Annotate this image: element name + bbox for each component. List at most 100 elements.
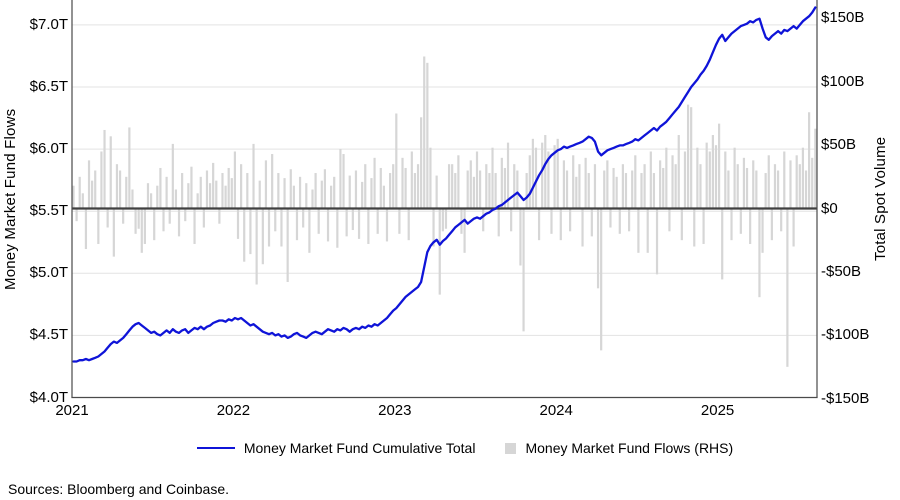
flow-bar (87, 160, 91, 209)
flow-bar (764, 173, 767, 209)
flow-bar (811, 157, 814, 209)
flow-bar (354, 170, 358, 209)
flow-bar (668, 208, 671, 232)
flow-bar (510, 208, 513, 232)
flow-bar (553, 145, 556, 209)
flow-bar (550, 208, 553, 234)
flow-bar (187, 183, 190, 209)
flow-bar (742, 157, 746, 209)
flow-bar (277, 173, 280, 209)
flow-bar (556, 138, 559, 209)
flow-bar (81, 193, 84, 209)
flow-bar (218, 208, 221, 224)
flow-bar (544, 135, 547, 209)
flow-bar (693, 208, 696, 247)
flow-bar (184, 208, 187, 222)
flow-bar (401, 157, 404, 209)
flow-bar (522, 208, 525, 332)
flow-bar (475, 151, 479, 209)
flow-bar (752, 160, 755, 209)
flow-bar (513, 164, 516, 209)
flow-bar (525, 173, 528, 209)
flow-bar (159, 167, 162, 209)
flow-bar (84, 208, 88, 250)
flow-bar (416, 164, 420, 209)
flow-bar (165, 176, 168, 209)
left-axis-tick-label: $6.5T (29, 78, 68, 95)
flow-bar (174, 189, 178, 209)
flow-bar (637, 208, 640, 253)
flow-bar (205, 170, 209, 209)
flow-bar (559, 208, 562, 241)
flow-bar (78, 176, 81, 209)
flow-bar (208, 183, 212, 209)
flow-bar (506, 142, 510, 209)
flow-bar (264, 160, 268, 209)
flow-bar (330, 185, 333, 209)
flow-bar (497, 208, 500, 237)
flow-bar (472, 176, 475, 209)
flow-bar (106, 208, 109, 228)
x-axis-tick-label: 2022 (216, 402, 251, 419)
flow-bar (537, 208, 541, 241)
flow-bar (631, 170, 634, 209)
flow-bar (665, 147, 668, 209)
flow-bar (603, 170, 606, 209)
flow-bar (252, 143, 255, 209)
flow-bar (721, 208, 724, 280)
flow-bar (718, 123, 721, 209)
flow-bar (541, 142, 544, 209)
flow-bar (758, 208, 761, 298)
flow-bar (488, 173, 491, 209)
flow-bar (801, 147, 804, 209)
flow-bar (441, 208, 444, 232)
flow-bar (795, 155, 798, 209)
flow-bar (584, 157, 587, 209)
flow-bar (469, 160, 472, 209)
flow-bar (333, 176, 336, 209)
right-axis-tick-label: $0 (821, 199, 838, 217)
flow-bar (435, 175, 438, 209)
flow-bar (547, 151, 550, 209)
flow-bar (398, 208, 401, 234)
flow-bar (724, 151, 727, 209)
flow-bar (410, 151, 413, 209)
sources-note: Sources: Bloomberg and Coinbase. (8, 481, 230, 497)
flow-bar (348, 175, 351, 209)
flow-bar (690, 107, 693, 209)
flow-bar (749, 208, 752, 244)
flow-bar (103, 129, 106, 209)
flow-bar (221, 173, 224, 209)
flow-bar (345, 208, 348, 237)
flow-bar (193, 208, 196, 244)
left-axis-tick-label: $4.5T (29, 326, 68, 344)
flow-bar (243, 208, 246, 262)
flow-bar (280, 208, 283, 247)
flow-bar (432, 208, 435, 247)
flow-bar (233, 151, 236, 209)
line-swatch-icon (196, 447, 235, 449)
flow-bar (808, 112, 811, 209)
flow-bar (289, 169, 292, 209)
flow-bar (361, 181, 364, 209)
flow-bar (593, 164, 597, 209)
flow-bar (680, 208, 683, 241)
flow-bar (618, 208, 621, 234)
flow-bar (578, 164, 581, 209)
flow-bar (323, 169, 327, 209)
flow-bar (240, 164, 243, 209)
flow-bar (379, 167, 382, 209)
flow-bar (479, 170, 482, 209)
flow-bar (94, 170, 97, 209)
flow-bar (171, 143, 174, 209)
x-axis-tick-label: 2025 (700, 402, 735, 419)
flow-bar (364, 164, 367, 209)
flow-bar (314, 173, 317, 209)
flow-bar (215, 180, 218, 209)
flow-bar (156, 185, 159, 209)
flow-bar (789, 160, 792, 209)
flow-bar (503, 167, 507, 209)
flow-bar (587, 173, 590, 209)
flow-bar (696, 147, 699, 209)
cumulative-total-line (72, 6, 817, 363)
